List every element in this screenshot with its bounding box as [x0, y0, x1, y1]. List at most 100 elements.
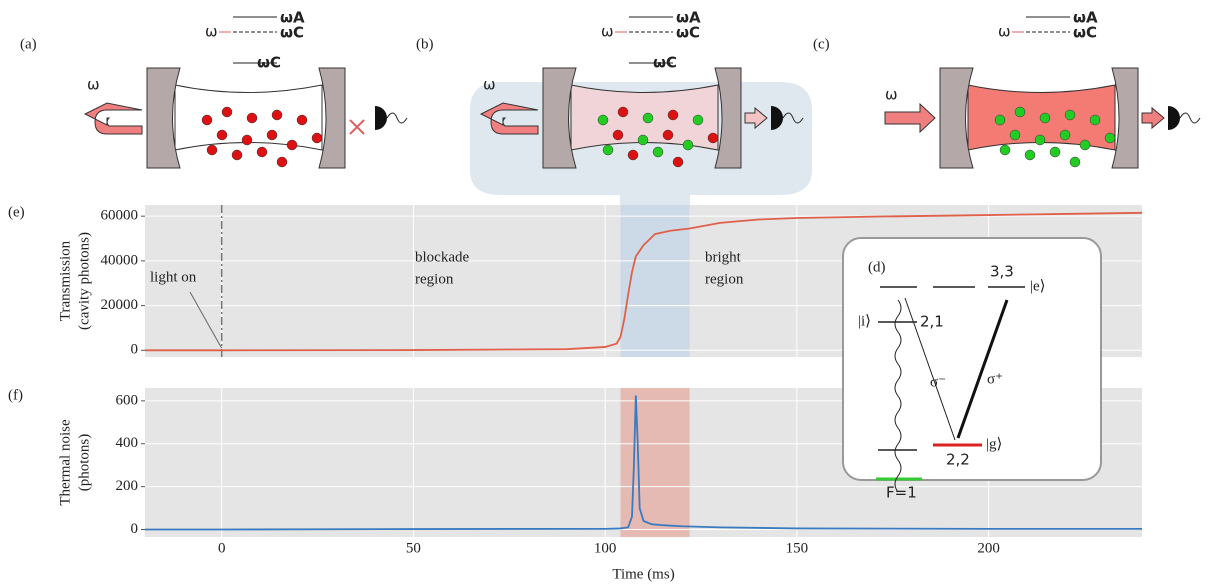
beam-label: ω: [885, 86, 898, 104]
level-label: ωC: [280, 24, 304, 42]
atom: [597, 114, 609, 126]
atom: [1069, 156, 1081, 168]
x-tick-label: 0: [218, 540, 226, 556]
atom: [617, 106, 629, 118]
level-label: ωA: [1073, 9, 1098, 27]
state-label: σ⁺: [987, 371, 1003, 387]
annotation-arrow: [189, 291, 223, 349]
atom: [206, 144, 218, 156]
atom: [667, 109, 679, 121]
level-label: ωC: [653, 54, 677, 72]
atom: [652, 146, 664, 158]
mirror: [1111, 67, 1139, 169]
atom: [1089, 114, 1101, 126]
atom: [1034, 134, 1046, 146]
panel-label: (f): [8, 387, 23, 403]
level-label: ωC: [1073, 24, 1097, 42]
state-label: |e⟩: [1030, 278, 1046, 294]
annotation: region: [705, 271, 744, 287]
probe-label: ω: [998, 23, 1011, 41]
atom: [311, 132, 323, 144]
atom: [612, 129, 624, 141]
atom: [271, 109, 283, 121]
mirror: [939, 67, 974, 169]
annotation: bright: [705, 249, 742, 265]
output-beam: [744, 106, 768, 130]
atom: [276, 156, 288, 168]
x-tick-label: 150: [786, 540, 809, 556]
atom: [231, 149, 243, 161]
level-label: ωC: [676, 24, 700, 42]
panel-label: (b): [416, 36, 434, 52]
atom: [602, 144, 614, 156]
inset-label: (d): [868, 259, 886, 275]
x-axis-title: Time (ms): [612, 566, 674, 582]
y-tick-label: 0: [131, 342, 139, 358]
atom: [216, 129, 228, 141]
atom: [241, 134, 253, 146]
atom: [246, 112, 258, 124]
atom: [296, 114, 308, 126]
state-label: |i⟩: [858, 313, 871, 329]
y-axis-title: Transmission: [57, 240, 73, 321]
blocked: [349, 119, 365, 135]
decay-wave: [894, 299, 902, 493]
level-lines: [878, 286, 1025, 451]
output-beam: [1141, 106, 1165, 130]
y-tick-label: 20000: [101, 297, 139, 313]
level-label: ωA: [280, 9, 305, 27]
atom: [627, 149, 639, 161]
annotation: blockade: [415, 249, 469, 265]
atom: [662, 129, 674, 141]
mirror: [318, 67, 346, 169]
atom: [682, 139, 694, 151]
atom: [1039, 112, 1051, 124]
atom: [672, 156, 684, 168]
atom: [692, 114, 704, 126]
atom: [707, 132, 719, 144]
detector-wire: [782, 112, 804, 124]
sigma-plus-arrow: [956, 299, 1009, 439]
atom: [221, 106, 233, 118]
atom: [1014, 106, 1026, 118]
atom: [201, 114, 213, 126]
input-beam: [884, 102, 936, 134]
sigma-minus-arrow: [904, 297, 956, 441]
atom: [999, 144, 1011, 156]
state-label: F=1: [886, 484, 917, 502]
mirror: [542, 67, 577, 169]
y-tick-label: 600: [116, 392, 139, 408]
inset-box: [842, 237, 1102, 481]
probe-label: ω: [205, 23, 218, 41]
mirror: [146, 67, 181, 169]
x-tick-label: 50: [406, 540, 421, 556]
level-label: ωC: [257, 54, 281, 72]
atom: [642, 112, 654, 124]
series-line: [145, 211, 1143, 352]
state-label: 2,2: [946, 451, 970, 469]
atom: [1049, 146, 1061, 158]
panel-label: (e): [8, 204, 25, 220]
beam-label: ω: [483, 76, 496, 94]
mirror: [714, 67, 742, 169]
y-axis-title: (cavity photons): [76, 232, 92, 330]
atom: [1059, 129, 1071, 141]
y-tick-label: 40000: [101, 252, 139, 268]
annotation: region: [415, 271, 454, 287]
state-label: |g⟩: [986, 436, 1002, 452]
y-axis-title: (photons): [76, 434, 92, 492]
atom: [1009, 129, 1021, 141]
atom: [994, 114, 1006, 126]
detector-wire: [1179, 112, 1201, 124]
x-tick-label: 100: [594, 540, 617, 556]
atom: [1024, 149, 1036, 161]
y-axis-title: Thermal noise: [57, 419, 73, 506]
atom: [637, 134, 649, 146]
detector-wire: [386, 112, 408, 124]
y-tick-label: 60000: [101, 208, 139, 224]
detector: [771, 106, 783, 130]
level-label: ωA: [676, 9, 701, 27]
panel-label: (a): [20, 36, 37, 52]
x-tick-label: 200: [977, 540, 1000, 556]
